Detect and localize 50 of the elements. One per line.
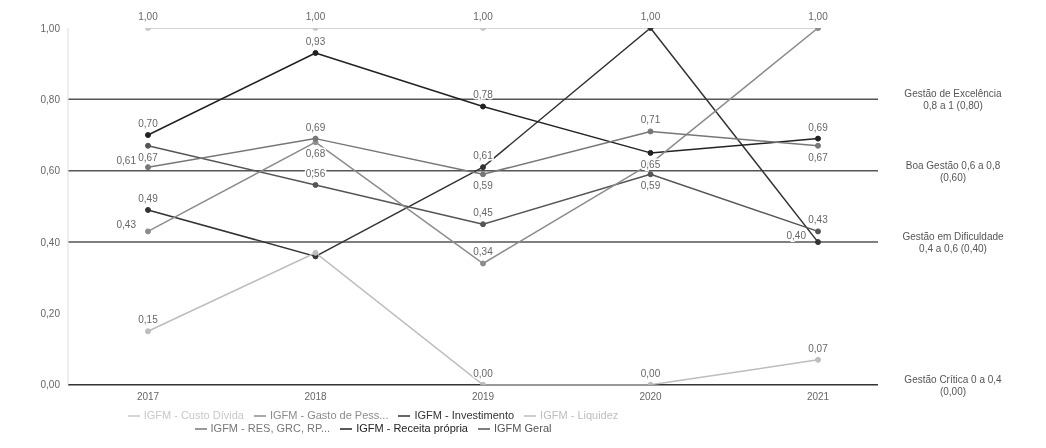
legend-label: IGFM - Investimento: [414, 408, 515, 421]
data-label: 0,61: [473, 150, 494, 162]
data-label: 1,00: [138, 11, 159, 22]
data-label: 0,43: [116, 219, 137, 231]
data-label: 0,68: [305, 148, 326, 160]
legend-label: IGFM - RES, GRC, RP...: [210, 421, 331, 434]
ref-line-label: Gestão de Excelência 0,8 a 1 (0,80): [904, 88, 1003, 112]
data-label: 0,45: [473, 207, 494, 219]
data-label: 0,59: [473, 180, 494, 192]
data-label: 0,71: [640, 114, 661, 126]
data-label: 1,00: [305, 11, 326, 22]
data-label: 1,00: [808, 11, 829, 22]
x-tick-label: 2018: [304, 390, 328, 402]
y-tick-label: 0,00: [40, 379, 61, 391]
data-label: 0,00: [640, 367, 661, 379]
data-label: 0,67: [808, 151, 829, 163]
ref-line-label: Boa Gestão 0,6 a 0,8 (0,60): [905, 159, 1001, 183]
data-label: 0,59: [640, 180, 661, 192]
data-label: 0,93: [305, 35, 326, 47]
legend-label: IGFM - Gasto de Pess...: [269, 408, 389, 421]
ref-line-label: Gestão em Dificuldade 0,4 a 0,6 (0,40): [902, 231, 1005, 255]
data-label: 0,69: [305, 121, 326, 133]
data-label: 0,61: [116, 155, 137, 167]
data-label: 0,67: [138, 151, 159, 163]
data-label: 1,00: [473, 11, 494, 22]
data-label: 0,07: [808, 342, 829, 354]
data-label: 0,49: [138, 192, 159, 204]
x-tick-label: 2021: [806, 390, 830, 402]
x-tick-label: 2017: [136, 390, 160, 402]
y-tick-label: 0,80: [40, 93, 61, 105]
data-label: 0,15: [138, 314, 159, 326]
data-label: 0,70: [138, 118, 159, 130]
data-label: 0,69: [808, 121, 829, 133]
data-label: 0,78: [473, 89, 494, 101]
data-label: 1,00: [640, 11, 661, 22]
y-tick-label: 0,20: [40, 308, 61, 319]
data-label: 0,34: [473, 246, 494, 258]
data-label: 0,56: [305, 168, 326, 179]
y-tick-label: 0,40: [40, 236, 61, 248]
x-tick-label: 2019: [471, 390, 495, 402]
data-label: 0,00: [473, 367, 494, 379]
data-label: 0,43: [808, 214, 829, 226]
data-label: 0,40: [786, 230, 807, 242]
y-tick-label: 1,00: [40, 22, 61, 34]
x-tick-label: 2020: [639, 390, 663, 402]
legend-label: IGFM - Receita própria: [356, 421, 468, 434]
legend-label: IGFM Geral: [494, 421, 552, 434]
ref-line-label: Gestão Crítica 0 a 0,4 (0,00): [904, 373, 1003, 397]
y-tick-label: 0,60: [40, 165, 61, 177]
legend-label: IGFM - Liquidez: [540, 408, 619, 421]
